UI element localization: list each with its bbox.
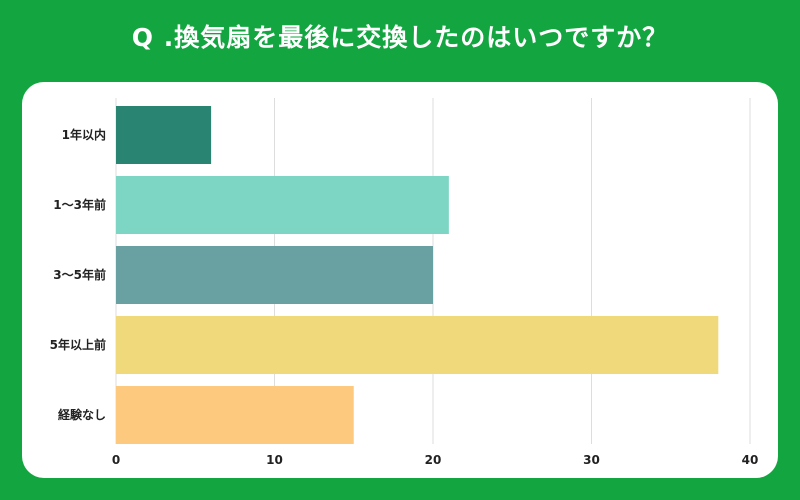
x-tick-label: 10 bbox=[266, 453, 283, 467]
bar bbox=[116, 316, 719, 374]
bar bbox=[116, 176, 449, 234]
x-tick-label: 0 bbox=[112, 453, 120, 467]
x-tick-label: 20 bbox=[425, 453, 442, 467]
bar bbox=[116, 246, 433, 304]
category-label: 3〜5年前 bbox=[53, 267, 106, 282]
category-label: 5年以上前 bbox=[50, 337, 106, 352]
chart-card: 1年以内 1〜3年前 3〜5年前 5年以上前経験なし 0 10 20 30 40 bbox=[22, 82, 778, 478]
category-label: 1〜3年前 bbox=[53, 197, 106, 212]
x-tick-label: 40 bbox=[742, 453, 759, 467]
bar bbox=[116, 386, 354, 444]
category-label: 経験なし bbox=[58, 407, 106, 422]
bar bbox=[116, 106, 212, 164]
x-tick-label: 30 bbox=[583, 453, 600, 467]
category-label: 1年以内 bbox=[62, 127, 106, 142]
x-tick-labels: 0 10 20 30 40 bbox=[112, 453, 759, 467]
chart-title: Q .換気扇を最後に交換したのはいつですか？ bbox=[131, 23, 669, 52]
bars bbox=[116, 106, 719, 444]
